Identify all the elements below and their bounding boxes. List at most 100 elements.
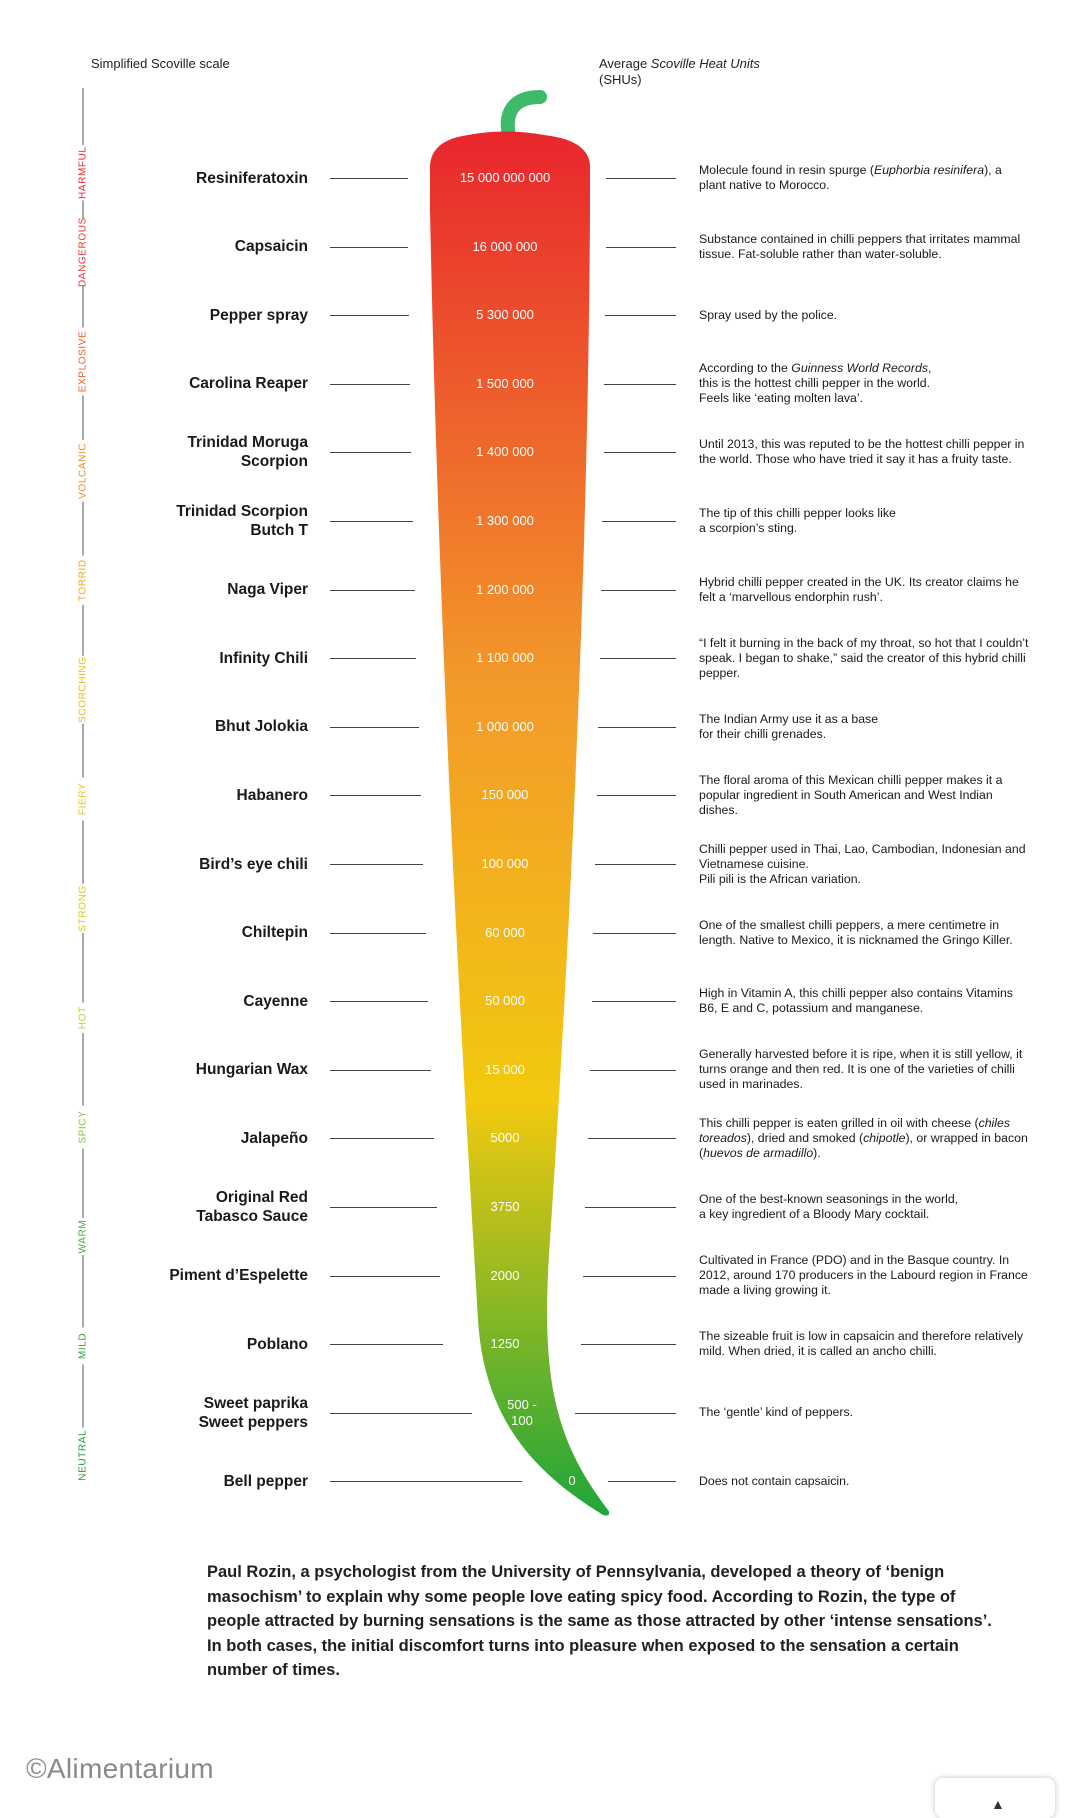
pepper-graphic [430, 90, 610, 1516]
pepper-name: Trinidad Scorpion Butch T [176, 503, 308, 539]
leader-line-left [330, 178, 408, 179]
shu-value: 1 100 000 [476, 650, 534, 666]
leader-line-right [605, 246, 676, 248]
shu-value: 5000 [490, 1130, 520, 1146]
scale-level-label: MILD [78, 1333, 89, 1359]
leader-line-left [330, 315, 410, 317]
pepper-description: According to the Guinness World Records,… [699, 361, 932, 406]
pepper-name: Naga Viper [227, 581, 308, 599]
pepper-description: Generally harvested before it is ripe, w… [699, 1047, 1023, 1092]
leader-line-right [593, 932, 676, 934]
pepper-name: Sweet paprika Sweet peppers [198, 1394, 308, 1431]
leader-line-left [330, 1412, 472, 1414]
shu-value: 1 500 000 [476, 375, 534, 391]
scoville-scale-axis: HARMFUL DANGEROUS EXPLOSIVE VOLCANIC TORRID S… [78, 88, 89, 1481]
pepper-description: The ‘gentle’ kind of peppers. [699, 1405, 854, 1420]
leader-line-left [330, 452, 412, 454]
leader-line-left [330, 1344, 444, 1346]
leader-line-left [330, 383, 411, 385]
shu-title-italic: Scoville Heat Units [650, 56, 760, 71]
shu-value: 2000 [490, 1267, 520, 1283]
leader-line-right [591, 1001, 676, 1003]
leader-line-right [603, 452, 676, 454]
pepper-name: Habanero [236, 786, 309, 804]
leader-line-right [596, 795, 676, 797]
leader-line-right [595, 864, 676, 865]
leader-line-right [599, 658, 676, 660]
credit-text: ©Alimentarium [26, 1753, 214, 1784]
scale-level-label: VOLCANIC [78, 443, 89, 499]
pepper-description: One of the smallest chilli peppers, a me… [699, 917, 1013, 947]
leader-line-right [601, 589, 676, 591]
pepper-description: Molecule found in resin spurge (Euphorbi… [699, 163, 1002, 192]
pepper-name: Cayenne [243, 992, 308, 1010]
shu-value: 50 000 [485, 993, 525, 1009]
leader-line-left [330, 521, 413, 522]
leader-line-left [330, 1207, 437, 1208]
pepper-description: Until 2013, this was reputed to be the h… [699, 437, 1025, 467]
leader-line-left [330, 932, 426, 934]
shu-value: 5 300 000 [476, 307, 534, 323]
shu-value: 0 [568, 1473, 576, 1489]
leader-line-right [608, 1481, 676, 1483]
leader-line-left [330, 1069, 431, 1071]
pepper-name: Carolina Reaper [189, 375, 308, 393]
leader-line-left [330, 246, 409, 248]
leader-line-left [330, 658, 417, 660]
pepper-description: This chilli pepper is eaten grilled in o… [699, 1115, 1028, 1160]
leader-line-left [330, 1138, 434, 1140]
leader-line-right [583, 1275, 676, 1277]
pepper-description: The floral aroma of this Mexican chilli … [699, 772, 1003, 817]
shu-value: 15 000 000 000 [459, 170, 551, 185]
pepper-name: Original Red Tabasco Sauce [196, 1189, 308, 1225]
scale-level-label: HARMFUL [78, 146, 89, 199]
scale-level-label: EXPLOSIVE [78, 331, 89, 393]
pepper-description: Spray used by the police. [699, 307, 838, 322]
leader-line-right [587, 1138, 676, 1140]
pepper-description: Hybrid chilli pepper created in the UK. … [699, 574, 1019, 604]
leader-line-right [605, 315, 676, 317]
pepper-name: Hungarian Wax [195, 1061, 308, 1079]
leader-line-left [330, 795, 421, 797]
shu-value: 150 000 [481, 787, 529, 803]
pepper-name: Poblano [246, 1335, 308, 1353]
leader-line-right [606, 178, 676, 179]
scale-level-label: FIERY [78, 783, 89, 815]
leader-line-left [330, 589, 415, 591]
shu-value: 1 200 000 [476, 581, 534, 597]
shu-title-prefix: Average [599, 56, 651, 71]
pepper-name: Chiltepin [241, 924, 308, 942]
leader-line-right [580, 1344, 676, 1346]
scale-level-label: WARM [78, 1220, 89, 1254]
scale-level-label: TORRID [78, 559, 89, 601]
pepper-name: Jalapeño [240, 1129, 308, 1147]
pepper-name: Capsaicin [234, 238, 308, 256]
pepper-name: Bell pepper [223, 1472, 308, 1490]
pepper-description: Cultivated in France (PDO) and in the Ba… [699, 1253, 1028, 1298]
scale-level-label: SCORCHING [78, 656, 89, 723]
leader-line-left [330, 1481, 522, 1483]
shu-value: 16 000 000 [472, 238, 538, 254]
pepper-description: The tip of this chilli pepper looks like… [699, 506, 896, 535]
scale-axis-title: Simplified Scoville scale [91, 56, 230, 71]
scale-level-label: DANGEROUS [78, 217, 89, 287]
leader-line-right [598, 726, 676, 728]
corner-widget[interactable]: ▲ [935, 1778, 1055, 1818]
pepper-description: The Indian Army use it as a base for thei… [699, 711, 879, 741]
leader-line-right [589, 1069, 676, 1071]
shu-value: 1 000 000 [476, 718, 534, 734]
pepper-description: Does not contain capsaicin. [699, 1473, 850, 1488]
pepper-description: Chilli pepper used in Thai, Lao, Cambodi… [699, 841, 1026, 886]
scale-level-label: STRONG [78, 885, 89, 931]
shu-value: 500 -100 [507, 1396, 537, 1428]
pepper-name: Resiniferatoxin [196, 169, 308, 187]
pepper-description: The sizeable fruit is low in capsaicin a… [699, 1329, 1023, 1359]
pepper-name: Bhut Jolokia [214, 718, 308, 736]
scale-level-label: HOT [78, 1006, 89, 1029]
pepper-body [430, 131, 610, 1516]
leader-line-right [604, 383, 676, 385]
leader-line-right [575, 1412, 676, 1414]
shu-value: 15 000 [485, 1061, 525, 1077]
leader-line-left [330, 864, 424, 865]
pepper-name: Piment d’Espelette [169, 1267, 308, 1285]
